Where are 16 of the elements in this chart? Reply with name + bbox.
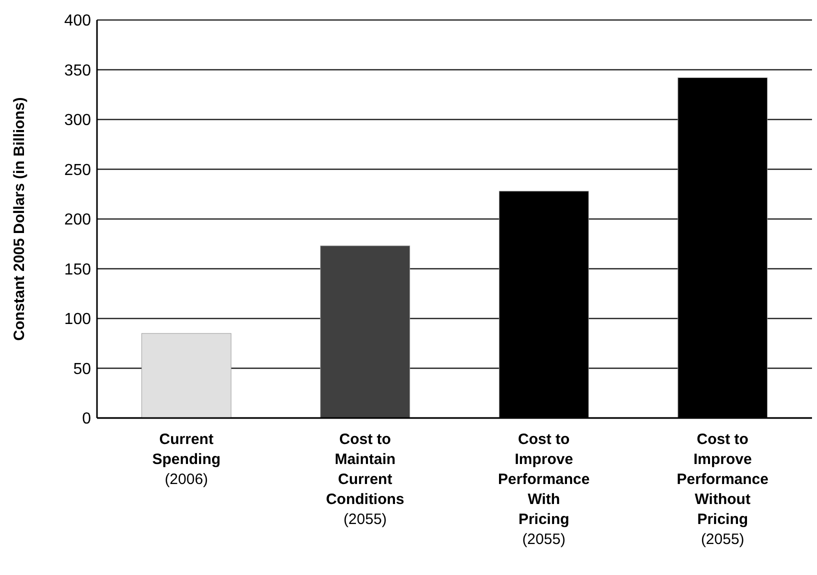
y-tick-label: 150 xyxy=(64,261,92,278)
y-tick-label: 250 xyxy=(64,162,92,179)
bar xyxy=(320,246,410,418)
x-tick-label: Cost to Improve Performance With Pricing (2055) xyxy=(498,431,590,548)
y-tick-label: 350 xyxy=(64,62,92,80)
y-tick-label: 300 xyxy=(64,112,92,130)
y-tick-label: 50 xyxy=(73,360,92,378)
x-tick-label: Current Spending (2006) xyxy=(152,431,221,488)
x-tick-label: Cost to Maintain Current Conditions (2055) xyxy=(326,431,404,528)
x-tick-label: Cost to Improve Performance Without Pricing (2055) xyxy=(676,431,768,548)
y-tick-label: 200 xyxy=(64,212,92,229)
y-tick-label: 400 xyxy=(64,12,92,30)
y-tick-label: 0 xyxy=(82,410,92,428)
y-axis-title: Constant 2005 Dollars (in Billions) xyxy=(11,97,28,341)
bar xyxy=(141,333,232,418)
y-tick-label: 100 xyxy=(64,311,92,328)
